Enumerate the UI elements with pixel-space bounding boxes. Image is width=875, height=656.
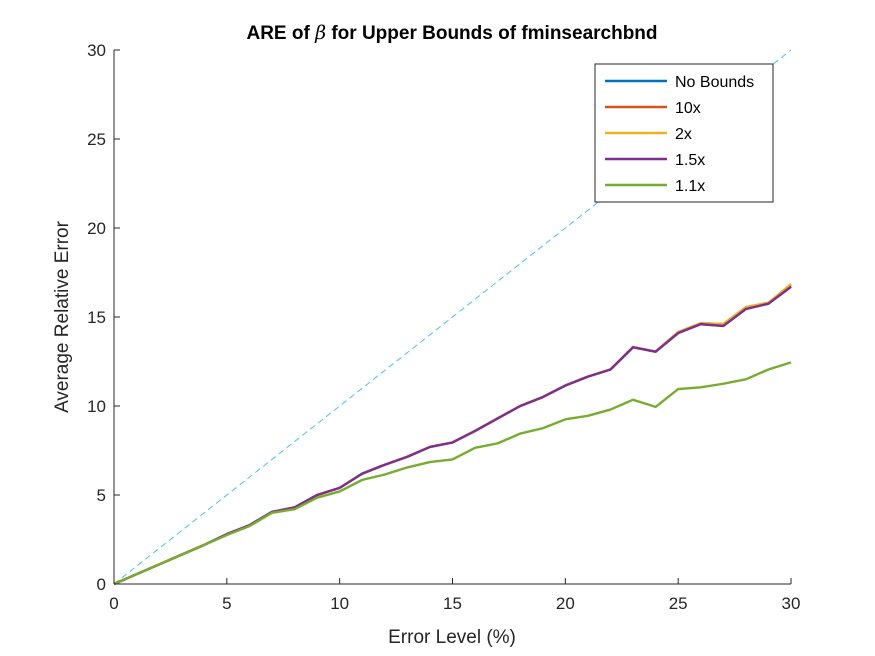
x-tick-label: 20 — [556, 594, 575, 613]
x-tick-label: 30 — [782, 594, 801, 613]
x-tick-label: 15 — [443, 594, 462, 613]
y-tick-label: 25 — [87, 130, 106, 149]
reference-line — [113, 49, 792, 585]
y-tick-label: 0 — [97, 575, 106, 594]
y-tick-label: 10 — [87, 397, 106, 416]
chart-title: ARE of β for Upper Bounds of fminsearchb… — [246, 22, 657, 44]
y-tick-label: 5 — [97, 486, 106, 505]
chart-title-suffix: for Upper Bounds of fminsearchbnd — [326, 23, 657, 44]
y-tick-label: 30 — [87, 41, 106, 60]
legend-label: 1.1x — [675, 178, 705, 195]
series-line-1-1x — [113, 361, 792, 586]
legend-label: 10x — [675, 100, 701, 117]
y-tick-label: 15 — [87, 308, 106, 327]
x-axis-label: Error Level (%) — [388, 627, 516, 648]
legend: No Bounds 10x 2x 1.5x 1.1x — [594, 63, 774, 203]
chart-title-prefix: ARE of — [246, 23, 315, 44]
axes: 0 5 10 15 20 25 30 0 5 10 15 20 25 30 — [87, 41, 800, 613]
legend-label: 2x — [675, 126, 692, 143]
x-tick-label: 25 — [669, 594, 688, 613]
x-tick-label: 0 — [109, 594, 118, 613]
x-tick-label: 10 — [330, 594, 349, 613]
y-axis-label: Average Relative Error — [52, 220, 73, 413]
chart-title-symbol: β — [314, 22, 326, 44]
legend-label: 1.5x — [675, 152, 705, 169]
y-tick-label: 20 — [87, 219, 106, 238]
legend-label: No Bounds — [675, 74, 754, 91]
x-tick-label: 5 — [222, 594, 231, 613]
